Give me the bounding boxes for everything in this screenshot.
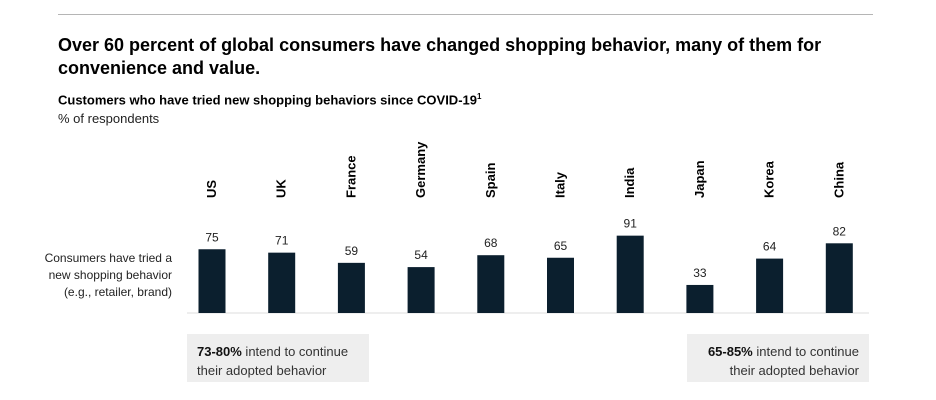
chart-headline: Over 60 percent of global consumers have… <box>58 35 822 78</box>
category-label-japan: Japan <box>692 160 707 198</box>
data-label-uk: 71 <box>275 234 289 248</box>
row-label: Consumers have tried a new shopping beha… <box>44 251 172 299</box>
data-label-spain: 68 <box>484 236 498 250</box>
footnote-marker: 1 <box>476 92 482 101</box>
data-label-japan: 33 <box>693 266 707 280</box>
callout-left-text: intend to continue their adopted behavio… <box>197 344 349 378</box>
category-label-us: US <box>204 180 219 198</box>
bar-china <box>825 243 853 313</box>
bar-uk <box>268 252 296 313</box>
data-label-france: 59 <box>345 244 359 258</box>
data-label-india: 91 <box>624 217 638 231</box>
data-label-us: 75 <box>205 230 219 244</box>
bar-germany <box>407 267 435 313</box>
category-label-china: China <box>831 161 846 198</box>
category-label-germany: Germany <box>413 141 428 198</box>
bar-korea <box>756 258 784 313</box>
bar-spain <box>477 255 505 313</box>
bar-japan <box>686 284 714 313</box>
unit-label: % of respondents <box>58 111 160 126</box>
category-label-india: India <box>622 167 637 198</box>
data-label-korea: 64 <box>763 240 777 254</box>
callout-right-highlight: 65-85% <box>707 344 753 359</box>
category-label-spain: Spain <box>483 163 498 198</box>
category-label-france: France <box>343 155 358 198</box>
callout-right: 65-85% intend to continue their adopted … <box>687 334 869 382</box>
chart-subtitle-text: Customers who have tried new shopping be… <box>58 92 477 108</box>
data-label-china: 82 <box>833 224 847 238</box>
category-label-italy: Italy <box>553 171 568 198</box>
callout-left-highlight: 73-80% <box>197 344 242 359</box>
chart-subtitle: Customers who have tried new shopping be… <box>58 92 481 107</box>
data-label-germany: 54 <box>414 248 428 262</box>
category-label-korea: Korea <box>762 160 777 198</box>
callout-left: 73-80% intend to continue their adopted … <box>187 334 369 382</box>
data-label-italy: 65 <box>554 239 568 253</box>
category-label-uk: UK <box>274 179 289 198</box>
callout-right-text: intend to continue their adopted behavio… <box>729 344 859 378</box>
top-rule <box>58 14 873 15</box>
bar-italy <box>547 257 574 313</box>
bar-france <box>337 262 365 313</box>
bar-us <box>198 249 226 313</box>
bar-india <box>616 235 644 313</box>
